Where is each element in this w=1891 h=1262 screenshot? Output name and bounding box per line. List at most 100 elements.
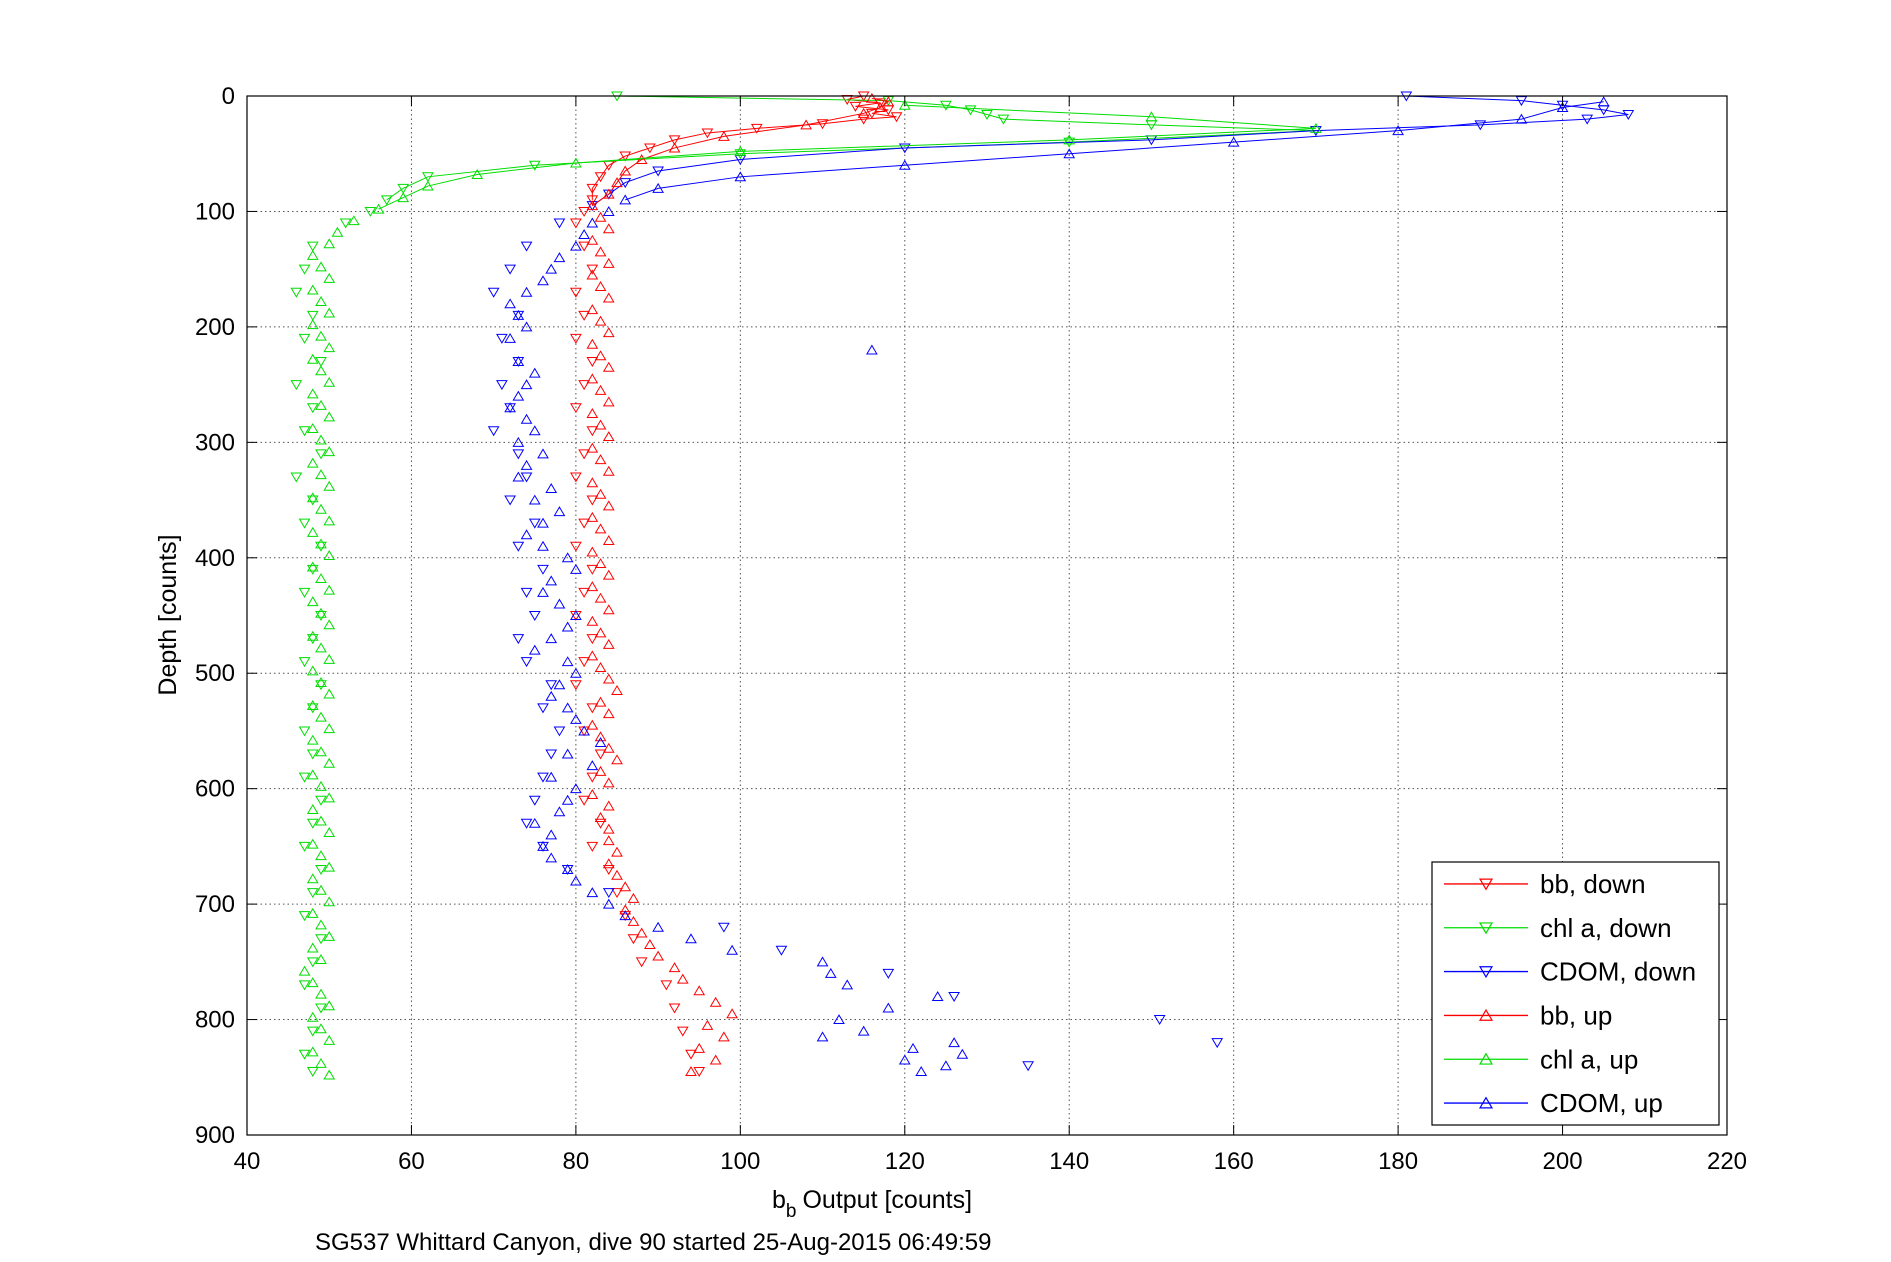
data-point bbox=[594, 211, 607, 222]
legend-marker bbox=[1478, 922, 1494, 935]
data-point bbox=[652, 921, 664, 932]
data-point bbox=[1063, 134, 1076, 145]
data-point bbox=[644, 939, 656, 950]
data-point bbox=[734, 149, 747, 160]
data-point bbox=[841, 979, 854, 990]
data-point bbox=[323, 515, 336, 526]
legend-label: CDOM, up bbox=[1540, 1088, 1663, 1118]
data-point bbox=[611, 869, 623, 880]
data-point bbox=[397, 192, 410, 203]
data-point bbox=[611, 754, 623, 765]
data-point bbox=[496, 380, 508, 391]
data-point bbox=[602, 257, 615, 268]
data-point bbox=[315, 954, 327, 965]
data-point bbox=[315, 988, 327, 999]
data-point bbox=[1022, 1061, 1034, 1072]
data-point bbox=[537, 772, 549, 783]
data-point bbox=[594, 627, 607, 638]
data-point bbox=[545, 852, 558, 863]
x-tick-label: 180 bbox=[1378, 1148, 1418, 1175]
data-point bbox=[315, 746, 327, 757]
data-point bbox=[578, 587, 590, 598]
data-point bbox=[306, 1067, 319, 1077]
data-point bbox=[578, 206, 590, 217]
data-point bbox=[512, 541, 525, 552]
data-point bbox=[570, 875, 582, 886]
data-point bbox=[586, 615, 599, 626]
data-point bbox=[940, 1060, 952, 1071]
data-point bbox=[570, 563, 582, 574]
data-point bbox=[718, 1031, 730, 1042]
data-point bbox=[512, 356, 525, 367]
data-point bbox=[348, 215, 360, 226]
data-point bbox=[602, 327, 615, 338]
data-point bbox=[594, 737, 607, 747]
legend-label: bb, up bbox=[1540, 1000, 1612, 1030]
data-point bbox=[718, 130, 730, 141]
data-point bbox=[323, 480, 336, 491]
data-point bbox=[685, 1049, 697, 1060]
data-point bbox=[866, 344, 878, 355]
x-tick-label: 40 bbox=[234, 1148, 261, 1175]
data-point bbox=[306, 241, 319, 252]
data-point bbox=[306, 353, 319, 364]
data-point bbox=[306, 888, 319, 899]
data-point bbox=[537, 703, 549, 714]
data-point bbox=[594, 592, 607, 603]
data-point bbox=[528, 644, 541, 655]
data-point bbox=[1310, 126, 1322, 137]
data-point bbox=[602, 673, 615, 684]
data-point bbox=[586, 195, 599, 206]
data-point bbox=[520, 286, 533, 297]
data-point bbox=[611, 846, 623, 857]
data-point bbox=[586, 581, 599, 592]
data-point bbox=[1145, 111, 1158, 122]
data-point bbox=[594, 749, 607, 760]
data-point bbox=[594, 696, 607, 707]
data-point bbox=[306, 564, 319, 575]
data-point bbox=[594, 731, 607, 742]
data-point bbox=[315, 434, 327, 445]
data-point bbox=[594, 523, 607, 534]
data-point bbox=[306, 284, 319, 295]
data-point bbox=[586, 719, 599, 730]
data-point bbox=[315, 330, 327, 341]
data-point bbox=[594, 280, 607, 291]
data-point bbox=[824, 967, 837, 978]
data-point bbox=[907, 1042, 919, 1053]
x-tick-label: 120 bbox=[885, 1148, 925, 1175]
data-point bbox=[315, 469, 327, 480]
data-point bbox=[306, 803, 319, 814]
data-point bbox=[602, 500, 615, 511]
data-point bbox=[1581, 114, 1594, 125]
data-point bbox=[726, 944, 738, 955]
data-point bbox=[323, 446, 336, 457]
data-point bbox=[1227, 136, 1240, 147]
data-point bbox=[594, 812, 607, 823]
data-point bbox=[298, 980, 311, 991]
data-point bbox=[570, 680, 582, 691]
data-point bbox=[602, 205, 615, 216]
y-tick-label: 200 bbox=[195, 314, 235, 341]
data-point bbox=[874, 98, 886, 109]
data-point bbox=[602, 858, 615, 869]
data-point bbox=[323, 584, 336, 595]
data-point bbox=[594, 488, 607, 499]
data-point bbox=[537, 517, 549, 528]
data-point bbox=[611, 177, 623, 188]
data-point bbox=[619, 910, 632, 921]
data-point bbox=[882, 1002, 895, 1013]
data-point bbox=[561, 863, 574, 874]
data-point bbox=[660, 980, 673, 991]
data-point bbox=[586, 511, 599, 522]
y-axis-label: Depth [counts] bbox=[154, 534, 182, 695]
series-line bbox=[592, 97, 890, 207]
data-point bbox=[898, 99, 911, 110]
data-point bbox=[512, 449, 525, 460]
data-point bbox=[570, 240, 582, 251]
x-tick-label: 100 bbox=[720, 1148, 760, 1175]
data-point bbox=[323, 619, 336, 630]
data-point bbox=[290, 380, 303, 391]
data-point bbox=[306, 665, 319, 676]
data-point bbox=[1556, 102, 1569, 113]
